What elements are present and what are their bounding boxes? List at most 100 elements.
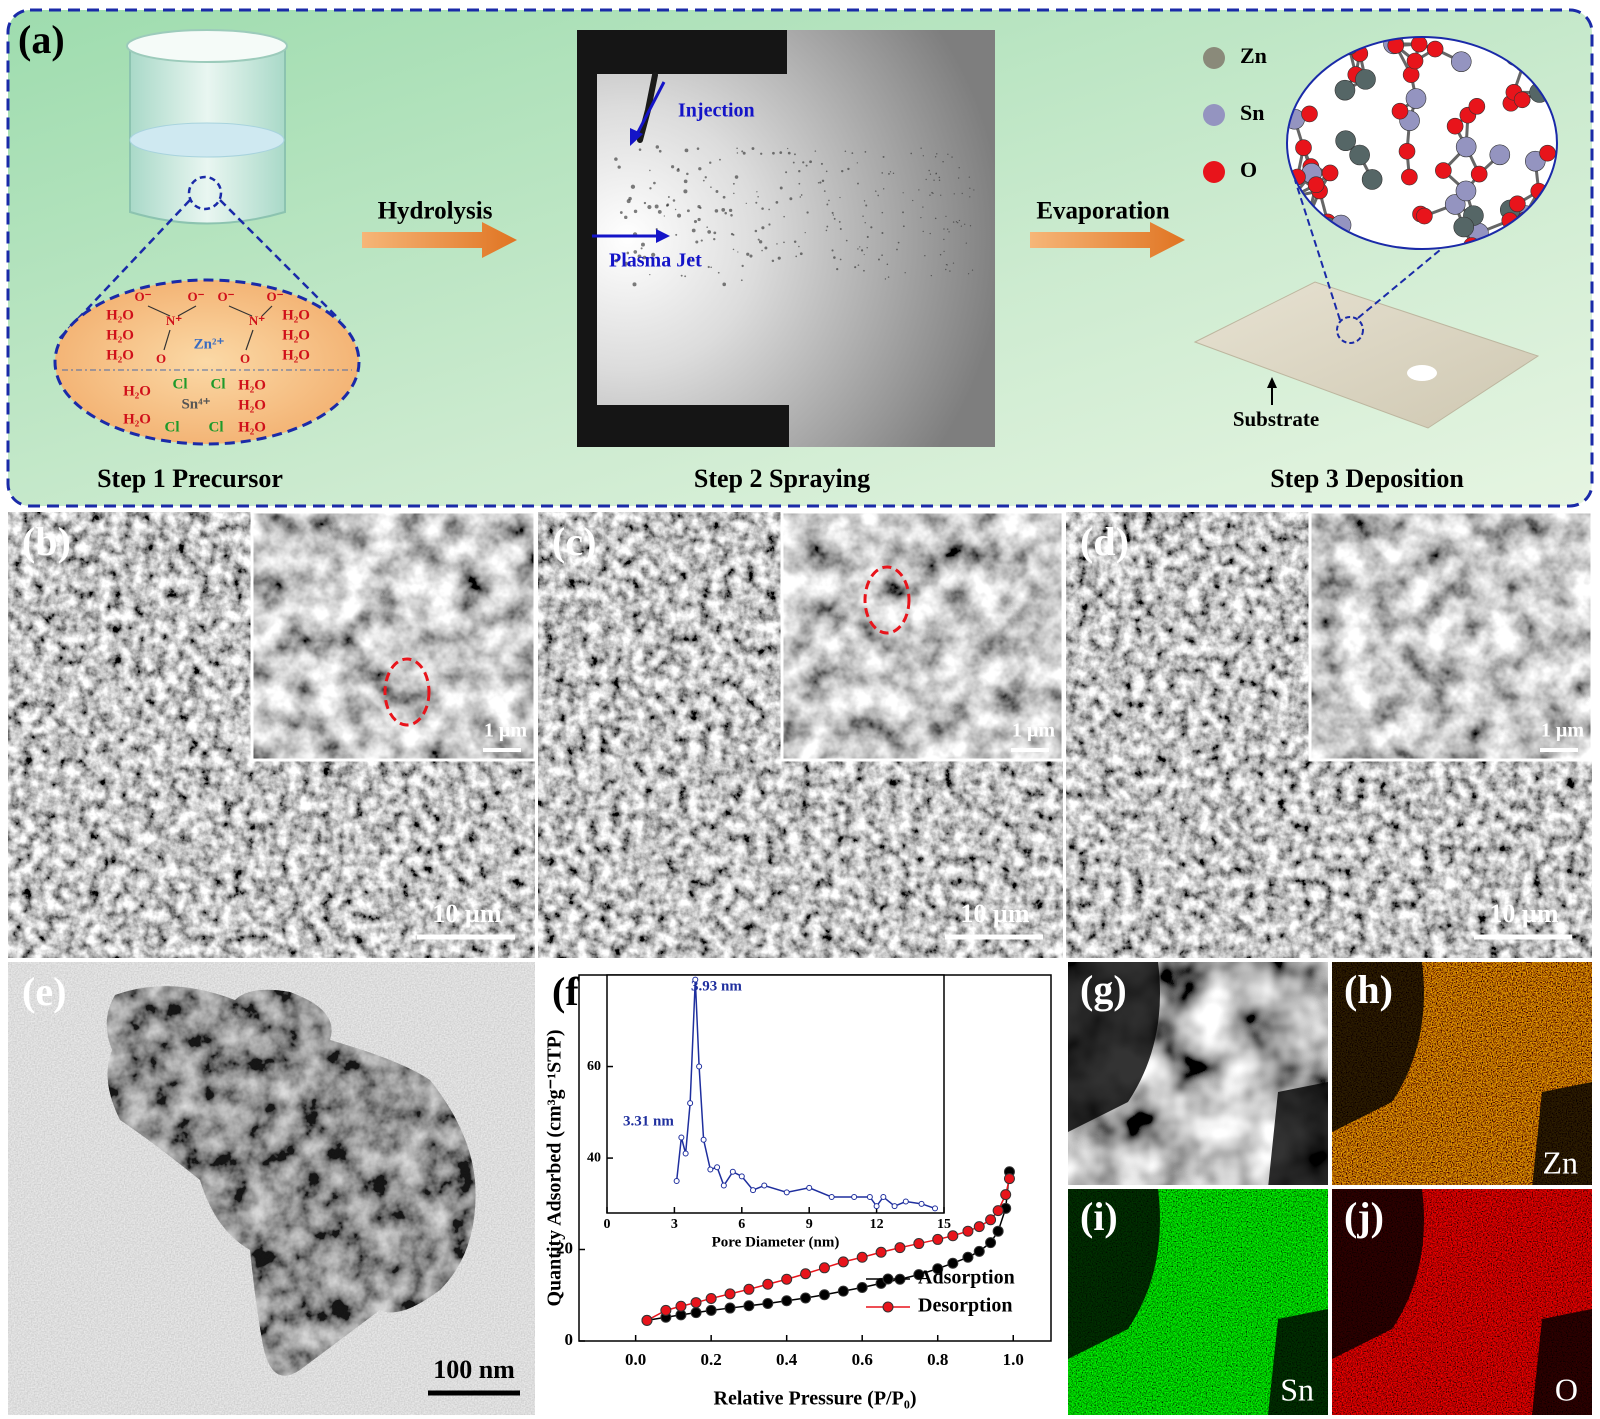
substrate-hole bbox=[1407, 365, 1437, 381]
x-tick-label: 0.2 bbox=[701, 1350, 722, 1369]
x-tick-label: 0.8 bbox=[927, 1350, 948, 1369]
particle bbox=[958, 167, 960, 169]
bond bbox=[163, 329, 171, 351]
particle bbox=[663, 215, 666, 217]
bond bbox=[261, 305, 273, 317]
particle bbox=[814, 150, 817, 152]
zoom-circle bbox=[1336, 316, 1364, 344]
particle bbox=[857, 248, 859, 250]
particle bbox=[823, 190, 826, 192]
step-caption: Step 2 Spraying bbox=[694, 464, 870, 493]
legend-marker bbox=[882, 1273, 894, 1285]
injection-arrow bbox=[634, 81, 666, 137]
particle bbox=[734, 175, 739, 179]
particle bbox=[874, 190, 877, 192]
particle bbox=[693, 219, 698, 224]
data-point bbox=[743, 1283, 755, 1295]
particle bbox=[884, 278, 887, 280]
particle bbox=[933, 179, 935, 181]
data-point bbox=[724, 1302, 736, 1314]
data-point bbox=[856, 1281, 868, 1293]
atom bbox=[1405, 88, 1427, 109]
particle bbox=[952, 221, 955, 223]
data-point bbox=[894, 1242, 906, 1254]
particle bbox=[737, 251, 739, 253]
particle bbox=[792, 161, 795, 164]
particle bbox=[798, 245, 800, 248]
particle bbox=[847, 167, 850, 171]
particle bbox=[882, 155, 885, 158]
element-label: O bbox=[1555, 1371, 1578, 1407]
panel-label: (i) bbox=[1080, 1194, 1118, 1239]
scale-bar-label: 100 nm bbox=[433, 1355, 515, 1384]
particle bbox=[804, 232, 806, 234]
particle bbox=[666, 203, 670, 207]
particle bbox=[626, 199, 631, 204]
data-point bbox=[1000, 1189, 1012, 1201]
data-point bbox=[973, 1245, 985, 1257]
data-point bbox=[724, 1288, 736, 1300]
data-point bbox=[705, 1304, 717, 1316]
particle bbox=[742, 151, 746, 155]
particle bbox=[809, 160, 812, 164]
particle bbox=[626, 251, 630, 255]
particle bbox=[732, 248, 735, 251]
particle bbox=[947, 153, 949, 155]
particle bbox=[749, 254, 753, 258]
nozzle-side bbox=[577, 30, 597, 447]
process-arrow bbox=[1030, 222, 1185, 258]
particle bbox=[754, 229, 758, 233]
x-tick-label: 1.0 bbox=[1003, 1350, 1024, 1369]
panel-label: (c) bbox=[552, 519, 596, 564]
step-caption: Step 1 Precursor bbox=[97, 464, 283, 493]
particle bbox=[721, 208, 726, 212]
eds-shadow bbox=[1068, 1189, 1328, 1415]
zoom-line bbox=[219, 199, 341, 321]
particle bbox=[922, 230, 924, 233]
particle bbox=[675, 233, 678, 236]
particle bbox=[958, 219, 961, 222]
data-point bbox=[962, 1251, 974, 1263]
particle bbox=[724, 211, 727, 215]
injection-label: Injection bbox=[678, 100, 755, 122]
particle bbox=[799, 196, 802, 198]
y-tick-label: 40 bbox=[587, 1150, 601, 1165]
particle bbox=[641, 242, 645, 247]
zinc-ion-label: Zn²⁺ bbox=[194, 336, 225, 352]
data-point bbox=[743, 1300, 755, 1312]
atom bbox=[1513, 91, 1531, 109]
particle bbox=[614, 258, 619, 263]
process-label: Evaporation bbox=[1036, 198, 1169, 225]
particle bbox=[828, 199, 830, 202]
particle bbox=[953, 193, 955, 195]
particle bbox=[787, 151, 791, 155]
particle bbox=[677, 167, 680, 171]
molecule-border bbox=[1286, 36, 1558, 250]
particle bbox=[859, 246, 861, 248]
x-tick-label: 3 bbox=[671, 1217, 678, 1232]
particle bbox=[761, 249, 763, 252]
atom bbox=[1426, 40, 1444, 58]
particle bbox=[651, 252, 656, 257]
legend-marker bbox=[882, 1301, 894, 1313]
data-point bbox=[932, 1263, 944, 1275]
atom bbox=[1355, 69, 1376, 90]
particle bbox=[838, 221, 841, 223]
particle bbox=[699, 206, 702, 210]
water-label: H₂O bbox=[238, 419, 266, 435]
data-point bbox=[783, 1189, 790, 1196]
particle bbox=[943, 250, 945, 252]
atom bbox=[1446, 117, 1464, 135]
data-point bbox=[696, 1063, 703, 1070]
data-point bbox=[918, 1200, 925, 1207]
particle bbox=[698, 167, 702, 171]
beaker-rim bbox=[126, 29, 288, 63]
nitrogen-label: N⁺ bbox=[166, 313, 182, 328]
particle bbox=[949, 270, 951, 272]
water-label: H₂O bbox=[123, 383, 151, 399]
step-caption: Step 3 Deposition bbox=[1270, 464, 1464, 493]
particle bbox=[951, 156, 953, 158]
water-label: H₂O bbox=[282, 307, 310, 323]
eds-shadow bbox=[1332, 962, 1592, 1188]
